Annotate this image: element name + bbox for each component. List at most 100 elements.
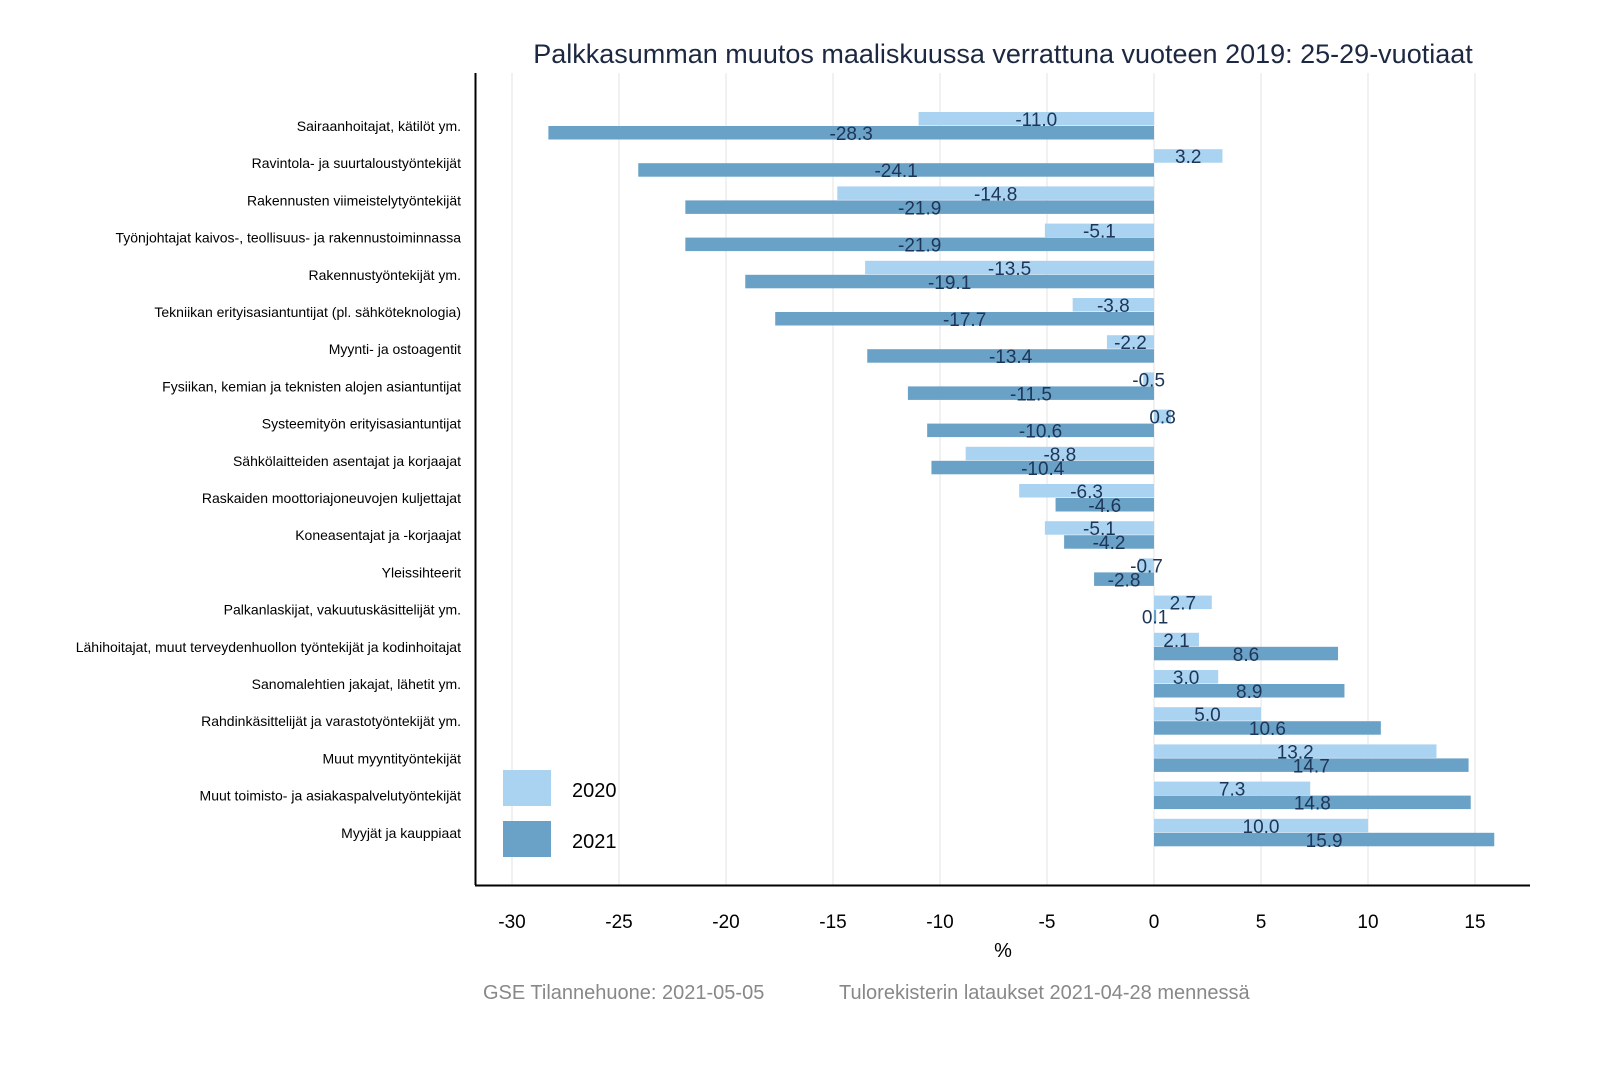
x-tick-label: -5: [1039, 912, 1056, 933]
category-label: Sairaanhoitajat, kätilöt ym.: [297, 118, 461, 134]
bar-2021: [775, 312, 1154, 326]
chart-title: Palkkasumman muutos maaliskuussa verratt…: [533, 39, 1473, 69]
x-tick-label: -20: [712, 912, 739, 933]
bar-2020: [1154, 670, 1219, 684]
data-label-2020: 3.0: [1173, 668, 1199, 689]
x-tick-label: 10: [1357, 912, 1378, 933]
x-tick-label: -15: [819, 912, 846, 933]
bar-2020: [1072, 298, 1154, 312]
footer-source: GSE Tilannehuone: 2021-05-05: [483, 982, 764, 1004]
x-tick-label: -25: [605, 912, 632, 933]
x-tick-label: -30: [498, 912, 525, 933]
bar-2021: [1055, 498, 1154, 512]
bar-2021: [1154, 646, 1339, 661]
data-label-2021: 8.9: [1236, 682, 1262, 703]
data-label-2020: 13.2: [1277, 742, 1314, 763]
category-label: Ravintola- ja suurtaloustyöntekijät: [252, 155, 461, 171]
bar-2021: [548, 126, 1154, 140]
data-label-2021: 8.6: [1233, 645, 1259, 666]
bar-2020: [1106, 335, 1154, 349]
data-label-2020: 7.3: [1219, 780, 1245, 801]
bar-2021: [1154, 609, 1157, 624]
bar-2021: [1154, 795, 1471, 810]
data-label-2021: -4.6: [1088, 496, 1121, 517]
legend: 2020 2021: [503, 770, 617, 857]
data-label-2021: 14.7: [1293, 756, 1330, 777]
x-axis-label: %: [994, 940, 1012, 962]
category-label: Rakennustyöntekijät ym.: [308, 267, 461, 283]
category-label: Sanomalehtien jakajat, lähetit ym.: [252, 676, 461, 692]
bar-2020: [1154, 744, 1437, 758]
bar-2021: [907, 386, 1154, 400]
data-label-2020: -11.0: [1015, 110, 1057, 131]
data-label-2020: 10.0: [1243, 817, 1280, 838]
bar-2020: [1154, 632, 1199, 647]
data-label-2021: -21.9: [898, 198, 941, 219]
bar-2021: [745, 274, 1154, 289]
footer-note: Tulorekisterin lataukset 2021-04-28 menn…: [839, 982, 1250, 1004]
data-label-2020: -6.3: [1070, 482, 1103, 503]
category-label: Myynti- ja ostoagentit: [329, 341, 461, 357]
legend-swatch-2020: [503, 770, 551, 806]
data-label-2021: -21.9: [898, 236, 941, 257]
bar-2020: [1154, 781, 1311, 796]
data-label-2020: -14.8: [974, 184, 1017, 205]
data-label-2020: -5.1: [1083, 519, 1116, 540]
data-label-2020: 5.0: [1194, 705, 1220, 726]
bar-2020: [865, 260, 1154, 275]
data-label-2020: 2.1: [1163, 631, 1189, 652]
data-label-2021: -17.7: [943, 310, 986, 331]
bar-2020: [918, 112, 1154, 126]
legend-label-2020: 2020: [572, 780, 617, 802]
data-label-2021: -10.6: [1019, 422, 1062, 443]
category-label: Sähkölaitteiden asentajat ja korjaajat: [233, 453, 461, 469]
category-label: Koneasentajat ja -korjaajat: [295, 527, 461, 543]
data-label-2020: 3.2: [1175, 147, 1201, 168]
category-label: Systeemityön erityisasiantuntijat: [262, 416, 461, 432]
data-label-2020: 2.7: [1170, 594, 1196, 615]
bar-2020: [1139, 558, 1154, 572]
bar-2021: [1154, 832, 1495, 847]
data-label-2021: -11.5: [1010, 384, 1052, 405]
data-label-2021: -10.4: [1021, 459, 1065, 480]
x-tick-label: 0: [1149, 912, 1160, 933]
data-label-2021: 15.9: [1306, 831, 1343, 852]
bar-2021: [931, 460, 1154, 475]
category-label: Lähihoitajat, muut terveydenhuollon työn…: [76, 639, 461, 655]
data-label-2020: -0.7: [1130, 556, 1163, 577]
data-label-2020: -3.8: [1097, 296, 1130, 317]
bar-2021: [1094, 572, 1154, 586]
bar-2021: [685, 237, 1154, 252]
data-label-2021: -24.1: [874, 161, 917, 182]
data-label-2020: 0.8: [1149, 408, 1175, 429]
data-label-2021: 14.8: [1294, 794, 1331, 815]
x-tick-label: 15: [1464, 912, 1485, 933]
bar-2021: [1154, 721, 1381, 735]
bar-2021: [1154, 684, 1345, 698]
bar-2021: [1064, 535, 1154, 549]
category-label: Tekniikan erityisasiantuntijat (pl. sähk…: [154, 304, 461, 320]
bar-2021: [867, 349, 1154, 363]
bar-2020: [1044, 521, 1154, 535]
bar-2020: [1154, 409, 1172, 424]
category-label: Rakennusten viimeistelytyöntekijät: [247, 192, 461, 208]
data-label-2020: -13.5: [988, 259, 1031, 280]
bar-2020: [1154, 707, 1261, 721]
category-label: Raskaiden moottoriajoneuvojen kuljettaja…: [202, 490, 461, 506]
category-label: Yleissihteerit: [382, 564, 461, 580]
data-label-2021: 10.6: [1249, 719, 1286, 740]
x-tick-label: 5: [1256, 912, 1267, 933]
bar-2020: [837, 186, 1154, 200]
legend-label-2021: 2021: [572, 831, 617, 853]
data-label-2021: -13.4: [989, 347, 1033, 368]
data-label-2020: -5.1: [1083, 222, 1116, 243]
category-label: Muut myyntityöntekijät: [323, 750, 462, 766]
bar-2020: [965, 446, 1154, 461]
category-label: Työnjohtajat kaivos-, teollisuus- ja rak…: [115, 230, 461, 246]
data-label-2021: -19.1: [928, 273, 971, 294]
category-label: Myyjät ja kauppiaat: [341, 825, 461, 841]
category-label: Muut toimisto- ja asiakaspalvelutyönteki…: [200, 788, 462, 804]
bar-2021: [927, 423, 1154, 438]
data-label-2021: -28.3: [830, 124, 873, 145]
